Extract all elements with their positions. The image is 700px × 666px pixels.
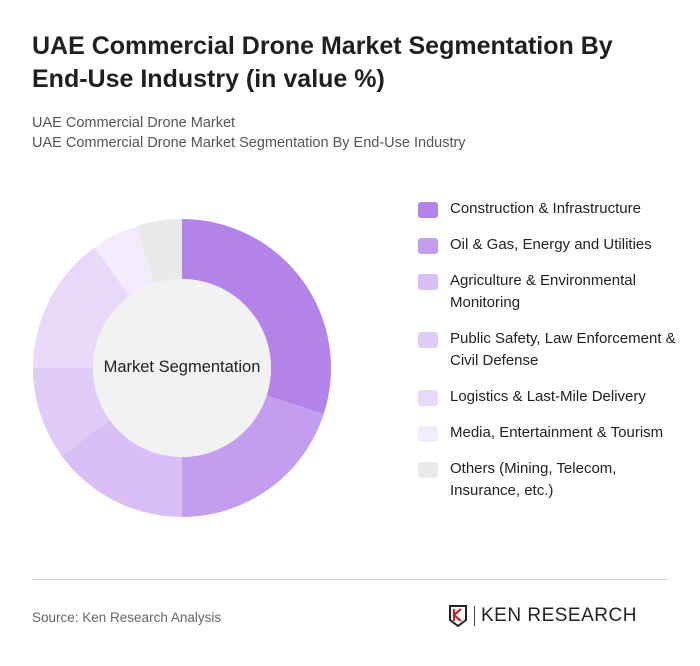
legend-item[interactable]: Others (Mining, Telecom, Insurance, etc.… <box>418 458 678 502</box>
legend-label: Others (Mining, Telecom, Insurance, etc.… <box>450 460 617 499</box>
logo-text: KEN RESEARCH <box>481 605 637 626</box>
donut-slice-4[interactable] <box>33 368 110 456</box>
legend-swatch <box>418 390 438 406</box>
donut-hole <box>93 279 271 457</box>
legend-label: Agriculture & Environmental Monitoring <box>450 272 636 311</box>
legend-swatch <box>418 332 438 348</box>
donut-chart <box>33 219 331 517</box>
donut-center-label: Market Segmentation <box>103 358 261 376</box>
legend-item[interactable]: Media, Entertainment & Tourism <box>418 422 678 444</box>
subtitle-segmentation: UAE Commercial Drone Market Segmentation… <box>32 135 466 151</box>
legend-label: Logistics & Last-Mile Delivery <box>450 388 646 405</box>
legend-label: Oil & Gas, Energy and Utilities <box>450 236 652 253</box>
source-note: Source: Ken Research Analysis <box>32 610 222 625</box>
legend-item[interactable]: Agriculture & Environmental Monitoring <box>418 270 678 314</box>
legend-item[interactable]: Logistics & Last-Mile Delivery <box>418 386 678 408</box>
donut-slice-2[interactable] <box>182 395 324 517</box>
legend-item[interactable]: Public Safety, Law Enforcement & Civil D… <box>418 328 678 372</box>
donut-slice-6[interactable] <box>94 226 155 296</box>
donut-slice-7[interactable] <box>135 219 182 284</box>
subtitle-market: UAE Commercial Drone Market <box>32 115 236 131</box>
ken-research-logo: KEN RESEARCH <box>448 604 637 628</box>
legend-swatch <box>418 274 438 290</box>
legend-label: Construction & Infrastructure <box>450 200 641 217</box>
donut-slice-3[interactable] <box>61 420 182 517</box>
legend-item[interactable]: Oil & Gas, Energy and Utilities <box>418 234 678 256</box>
logo-separator <box>474 606 475 626</box>
ken-research-shield-icon <box>449 605 467 628</box>
legend: Construction & Infrastructure Oil & Gas, … <box>418 198 678 516</box>
legend-label: Media, Entertainment & Tourism <box>450 424 664 441</box>
chart-title: UAE Commercial Drone Market Segmentation… <box>32 32 613 93</box>
legend-swatch <box>418 202 438 218</box>
donut-slice-5[interactable] <box>33 247 130 368</box>
divider <box>32 579 668 580</box>
donut-slice-1[interactable] <box>182 219 331 415</box>
legend-swatch <box>418 426 438 442</box>
legend-swatch <box>418 238 438 254</box>
legend-label: Public Safety, Law Enforcement & Civil D… <box>450 330 676 369</box>
legend-item[interactable]: Construction & Infrastructure <box>418 198 678 220</box>
legend-swatch <box>418 462 438 478</box>
